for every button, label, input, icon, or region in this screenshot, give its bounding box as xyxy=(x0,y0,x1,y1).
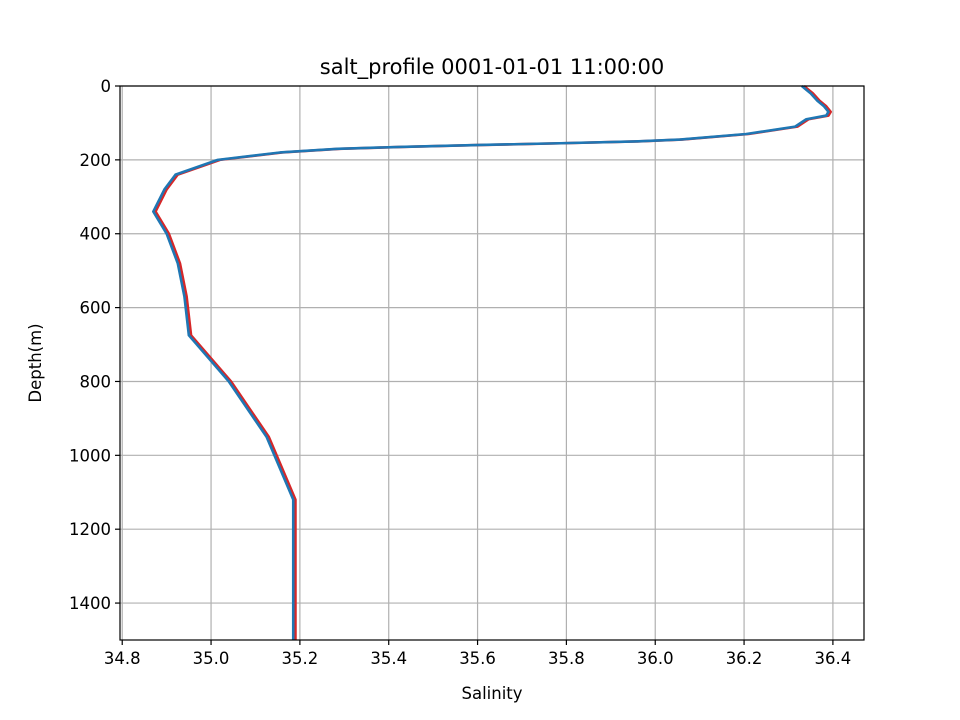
x-tick-label: 35.0 xyxy=(193,649,230,668)
x-tick-label: 36.2 xyxy=(726,649,763,668)
chart-title: salt_profile 0001-01-01 11:00:00 xyxy=(320,55,664,80)
x-tick-label: 36.0 xyxy=(637,649,674,668)
y-tick-label: 1200 xyxy=(69,520,111,539)
x-axis-label: Salinity xyxy=(461,684,522,703)
grid-layer xyxy=(120,85,864,640)
y-tick-label: 600 xyxy=(80,299,112,318)
y-tick-label: 800 xyxy=(80,372,112,391)
y-tick-label: 200 xyxy=(80,151,112,170)
y-axis-label: Depth(m) xyxy=(26,323,45,402)
series-layer xyxy=(152,84,832,640)
x-tick-label: 35.4 xyxy=(370,649,407,668)
x-axis: 34.8 35.0 35.2 35.4 35.6 35.8 36.0 36.2 36.4 xyxy=(104,640,851,668)
plot-frame xyxy=(119,85,865,641)
y-tick-label: 1400 xyxy=(69,594,111,613)
x-tick-label: 36.4 xyxy=(815,649,852,668)
y-tick-label: 0 xyxy=(101,77,112,96)
y-axis: 0 200 400 600 800 1000 1200 1400 xyxy=(69,77,120,613)
x-tick-label: 35.6 xyxy=(459,649,496,668)
y-tick-label: 400 xyxy=(80,225,112,244)
x-tick-label: 34.8 xyxy=(104,649,141,668)
y-tick-label: 1000 xyxy=(69,446,111,465)
series-line-2 xyxy=(152,84,830,640)
x-tick-label: 35.2 xyxy=(282,649,319,668)
x-tick-label: 35.8 xyxy=(548,649,585,668)
